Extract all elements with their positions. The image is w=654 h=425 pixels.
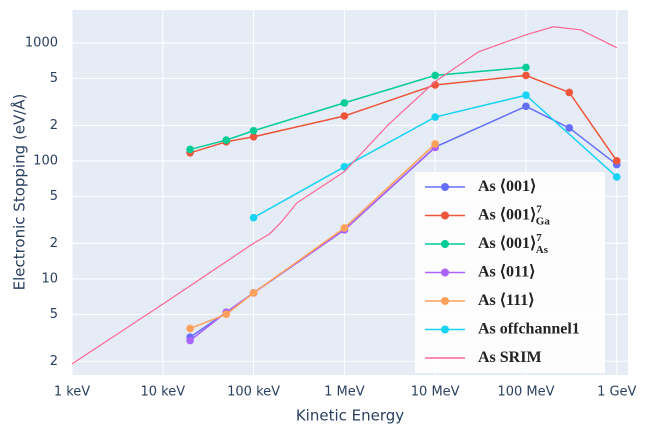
y-tick-label: 5 bbox=[50, 307, 58, 322]
legend-marker bbox=[441, 211, 449, 220]
legend-sup: 7 bbox=[536, 232, 542, 244]
x-axis-title: Kinetic Energy bbox=[296, 407, 404, 425]
series-line bbox=[71, 26, 618, 365]
data-point bbox=[249, 132, 258, 141]
y-tick-label: 5 bbox=[50, 71, 58, 86]
legend-sub: As bbox=[536, 244, 549, 256]
data-point bbox=[186, 324, 194, 333]
legend-name: As ⟨001⟩ bbox=[478, 206, 536, 223]
legend-name: As SRIM bbox=[478, 349, 542, 366]
x-tick-label: 1 GeV bbox=[597, 385, 636, 400]
legend-sup: 7 bbox=[536, 203, 542, 215]
y-axis-title: Electronic Stopping (eV/Å) bbox=[10, 94, 29, 291]
legend-name: As ⟨111⟩ bbox=[478, 292, 535, 309]
x-tick-label: 1 MeV bbox=[324, 385, 365, 400]
legend-label: As ⟨001⟩7 As bbox=[478, 232, 549, 256]
data-point bbox=[340, 224, 349, 232]
data-point bbox=[186, 145, 194, 154]
data-point bbox=[222, 136, 231, 144]
data-point bbox=[340, 99, 349, 107]
data-point bbox=[522, 91, 530, 100]
data-point bbox=[431, 113, 439, 121]
legend-label: As ⟨011⟩ bbox=[478, 263, 535, 280]
x-tick-label: 1 keV bbox=[54, 385, 90, 400]
legend-name: As offchannel1 bbox=[478, 320, 580, 337]
legend-marker bbox=[441, 240, 449, 248]
x-tick-label: 100 MeV bbox=[497, 385, 554, 400]
data-point bbox=[522, 102, 530, 111]
data-point bbox=[612, 157, 621, 165]
legend-sub: Ga bbox=[536, 215, 551, 227]
data-point bbox=[431, 140, 439, 148]
legend-label: As ⟨001⟩ bbox=[478, 178, 536, 195]
y-tick-label: 2 bbox=[50, 118, 58, 133]
x-tick-label: 10 keV bbox=[140, 385, 185, 400]
data-point bbox=[565, 124, 574, 132]
y-tick-label: 5 bbox=[50, 189, 58, 204]
y-tick-label: 2 bbox=[50, 236, 58, 251]
x-tick-label: 100 keV bbox=[227, 385, 280, 400]
data-point bbox=[249, 289, 258, 297]
data-point bbox=[612, 173, 621, 181]
data-point bbox=[522, 63, 530, 72]
legend-marker bbox=[441, 268, 449, 277]
legend-name: As ⟨011⟩ bbox=[478, 263, 535, 280]
y-tick-label: 1000 bbox=[25, 35, 58, 50]
data-point bbox=[522, 71, 530, 80]
legend-name: As ⟨001⟩ bbox=[478, 235, 536, 252]
y-tick-label: 2 bbox=[50, 354, 58, 369]
marks bbox=[71, 26, 621, 365]
legend-label: As offchannel1 bbox=[478, 320, 580, 337]
y-tick-label: 10 bbox=[41, 271, 58, 286]
legend-marker bbox=[441, 183, 449, 191]
legend-label: As ⟨111⟩ bbox=[478, 292, 535, 309]
series-line bbox=[189, 74, 618, 162]
data-point bbox=[565, 88, 574, 97]
data-point bbox=[186, 336, 194, 345]
data-point bbox=[249, 126, 258, 135]
series-line bbox=[189, 66, 527, 151]
data-point bbox=[249, 213, 258, 222]
legend-marker bbox=[441, 297, 449, 305]
data-point bbox=[340, 112, 349, 120]
data-point bbox=[222, 310, 231, 319]
legend-marker bbox=[441, 325, 449, 334]
x-tick-label: 10 MeV bbox=[411, 385, 460, 400]
legend-label: As ⟨001⟩7 Ga bbox=[478, 203, 550, 227]
legend-name: As ⟨001⟩ bbox=[478, 178, 536, 195]
data-point bbox=[340, 163, 349, 171]
y-tick-label: 100 bbox=[33, 153, 58, 168]
data-point bbox=[431, 71, 439, 80]
legend-label: As SRIM bbox=[478, 349, 542, 366]
